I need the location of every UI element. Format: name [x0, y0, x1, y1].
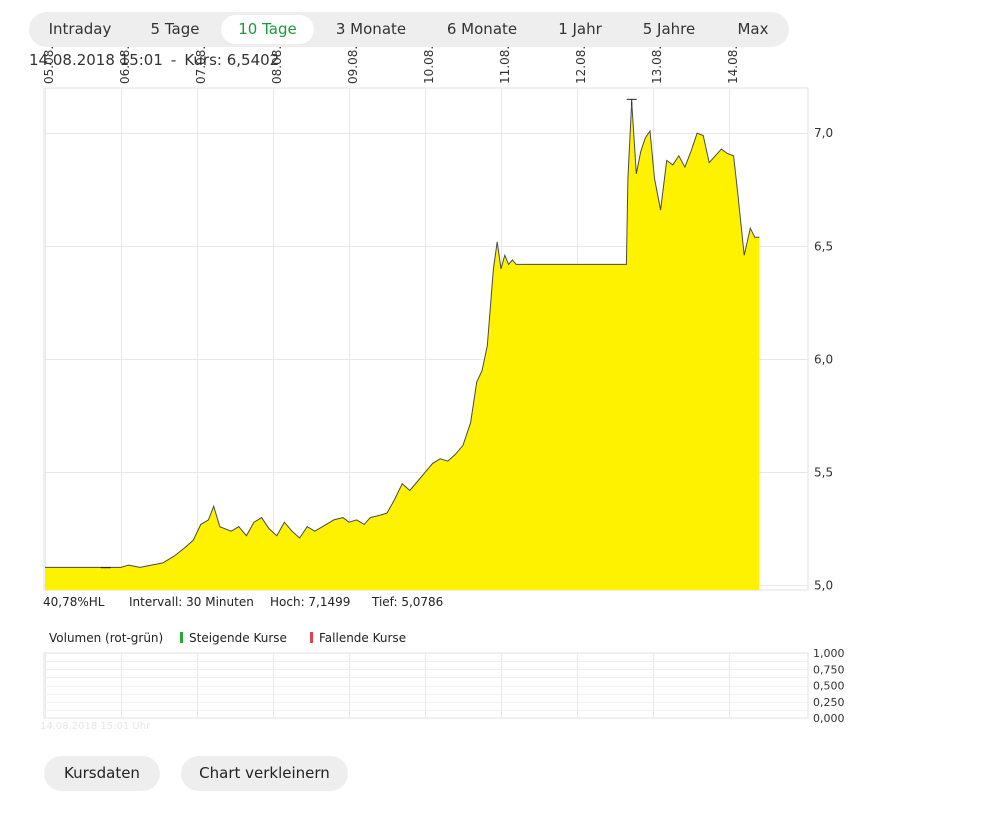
tab-intraday[interactable]: Intraday	[48, 20, 112, 38]
rising-marker	[180, 632, 183, 643]
kursdaten-button[interactable]: Kursdaten	[44, 756, 160, 791]
volume-y-tick-label: 0,000	[813, 712, 845, 725]
x-tick-label: 06.08.	[118, 46, 132, 84]
shrink-chart-button[interactable]: Chart verkleinern	[181, 756, 348, 791]
x-tick-label: 10.08.	[422, 46, 436, 84]
tab-5-jahre[interactable]: 5 Jahre	[642, 20, 696, 38]
stat-hl: 40,78%HL	[43, 595, 105, 609]
y-tick-label: 6,5	[814, 239, 833, 253]
price-line	[45, 101, 760, 568]
volume-y-tick-label: 0,250	[813, 696, 845, 709]
tab-1-jahr[interactable]: 1 Jahr	[558, 20, 602, 38]
legend-falling: Fallende Kurse	[310, 631, 406, 645]
volume-y-tick-label: 0,750	[813, 663, 845, 676]
tab-5-tage[interactable]: 5 Tage	[150, 20, 200, 38]
x-tick-label: 11.08.	[498, 46, 512, 84]
stat-interval: Intervall: 30 Minuten	[129, 595, 254, 609]
x-tick-label: 13.08.	[650, 46, 664, 84]
x-tick-label: 07.08.	[194, 46, 208, 84]
volume-title: Volumen (rot-grün)	[49, 631, 164, 645]
legend-rising-label: Steigende Kurse	[189, 631, 287, 645]
x-tick-label: 05.08.	[42, 46, 56, 84]
falling-marker	[310, 632, 313, 643]
period-tabbar: Intraday 5 Tage 10 Tage 3 Monate 6 Monat…	[29, 12, 789, 47]
quote-datetime: 14.08.2018 15:01	[29, 51, 163, 69]
separator: -	[170, 51, 177, 69]
y-tick-label: 5,5	[814, 465, 833, 479]
y-tick-label: 6,0	[814, 352, 833, 366]
tab-10-tage[interactable]: 10 Tage	[221, 15, 314, 44]
tab-6-monate[interactable]: 6 Monate	[446, 20, 518, 38]
price-info: 14.08.2018 15:01- Kurs: 6,5402	[29, 51, 279, 69]
legend-rising: Steigende Kurse	[180, 631, 287, 645]
tab-max[interactable]: Max	[737, 20, 769, 38]
x-tick-label: 12.08.	[574, 46, 588, 84]
stat-high: Hoch: 7,1499	[270, 595, 351, 609]
price-area	[45, 101, 760, 590]
y-tick-label: 5,0	[814, 578, 833, 592]
x-tick-label: 08.08.	[270, 46, 284, 84]
volume-y-tick-label: 1,000	[813, 647, 845, 660]
quote-kurs: Kurs: 6,5402	[184, 51, 280, 69]
stat-low: Tief: 5,0786	[372, 595, 444, 609]
x-tick-label: 14.08.	[726, 46, 740, 84]
x-tick-label: 09.08.	[346, 46, 360, 84]
legend-falling-label: Fallende Kurse	[319, 631, 407, 645]
timestamp-watermark: 14.08.2018 15:01 Uhr	[40, 721, 151, 732]
y-tick-label: 7,0	[814, 126, 833, 140]
tab-3-monate[interactable]: 3 Monate	[335, 20, 407, 38]
volume-y-tick-label: 0,500	[813, 680, 845, 693]
